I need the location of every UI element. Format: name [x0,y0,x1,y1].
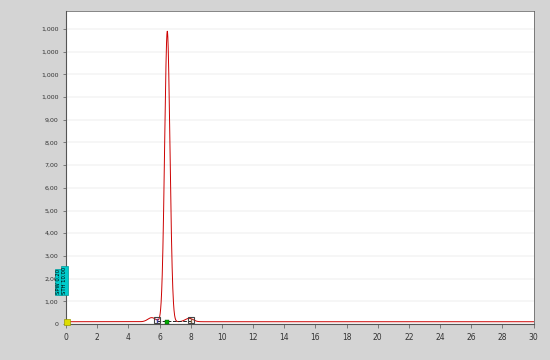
Text: STH 10.00: STH 10.00 [62,267,67,294]
Text: SPW 0.20: SPW 0.20 [56,269,60,294]
